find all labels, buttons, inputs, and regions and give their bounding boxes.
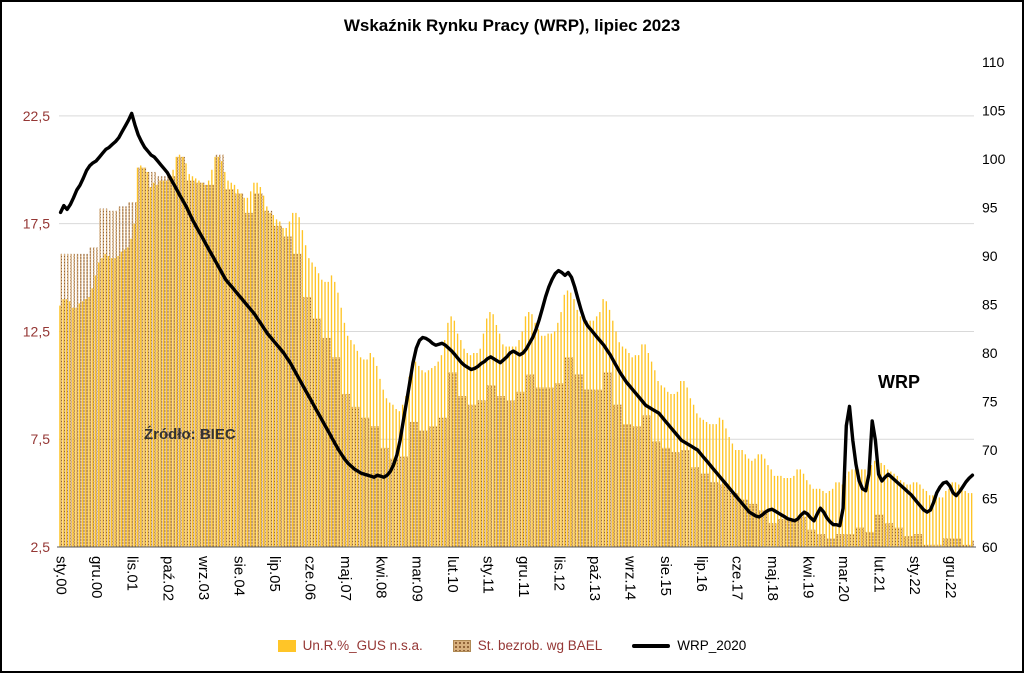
right-axis-tick-label: 70 [982,442,998,458]
x-axis-tick-label: cze.17 [728,556,745,600]
right-axis-tick-label: 60 [982,539,998,555]
right-axis-tick-label: 100 [982,151,1006,167]
x-axis-tick-label: gru.11 [515,556,532,597]
x-axis-tick-label: paź.02 [159,556,176,601]
x-axis-tick-label: gru.22 [942,556,959,599]
legend-label-wrp: WRP_2020 [677,638,747,653]
source-annotation: Źródło: BIEC [144,426,236,443]
left-axis-tick-label: 7,5 [31,431,51,447]
legend-item-gus: Un.R.%_GUS n.s.a. [277,638,423,653]
right-axis-tick-label: 65 [982,491,998,507]
right-axis-tick-label: 110 [982,54,1005,70]
x-axis-tick-label: maj.07 [337,556,354,601]
chart-legend: Un.R.%_GUS n.s.a. St. bezrob. wg BAEL WR… [2,638,1022,653]
legend-label-gus: Un.R.%_GUS n.s.a. [302,638,423,653]
wrp-line-swatch-icon [632,643,671,648]
x-axis-tick-label: sty.00 [53,556,70,595]
x-axis-tick-label: mar.09 [408,556,425,602]
left-axis-tick-label: 12,5 [23,323,50,339]
left-axis-tick-label: 22,5 [23,108,50,124]
x-axis-tick-label: kwi.19 [800,556,817,599]
legend-item-wrp: WRP_2020 [632,638,746,653]
x-axis-tick-label: lut.10 [444,556,461,593]
legend-label-bael: St. bezrob. wg BAEL [477,638,603,653]
x-axis-tick-label: sty.22 [906,556,923,595]
x-axis-tick-label: maj.18 [764,556,781,601]
right-axis-tick-label: 90 [982,248,998,264]
x-axis-tick-label: sty.11 [479,556,496,594]
chart-title: Wskaźnik Rynku Pracy (WRP), lipiec 2023 [343,16,681,35]
right-axis-tick-label: 105 [982,103,1006,119]
x-axis-tick-label: wrz.03 [195,555,212,600]
x-axis-tick-label: wrz.14 [622,555,639,600]
x-axis-tick-label: lip.05 [266,556,283,592]
x-axis-tick-label: kwi.08 [373,556,390,599]
x-axis-tick-label: gru.00 [88,556,105,599]
x-axis-tick-label: sie.15 [657,556,674,596]
right-axis-tick-label: 95 [982,200,998,216]
right-axis-tick-label: 85 [982,297,998,313]
x-axis-tick-label: cze.06 [302,556,319,600]
legend-item-bael: St. bezrob. wg BAEL [452,638,603,653]
bael-bar-swatch-icon [452,639,471,652]
x-axis-tick-label: paź.13 [586,556,603,601]
x-axis-tick-label: lut.21 [871,556,888,593]
right-axis-tick-label: 80 [982,345,998,361]
right-axis-tick-label: 75 [982,394,998,410]
left-axis-tick-label: 2,5 [31,539,51,555]
wrp-line-annotation: WRP [878,372,920,392]
x-axis-tick-label: lis.01 [124,556,141,591]
x-axis-tick-label: sie.04 [230,556,247,596]
x-axis-tick-label: lip.16 [693,556,710,592]
gus-bar-swatch-icon [277,639,296,652]
x-axis-tick-label: lis.12 [551,556,568,591]
x-axis-tick-label: mar.20 [835,556,852,602]
left-axis-tick-label: 17,5 [23,216,50,232]
